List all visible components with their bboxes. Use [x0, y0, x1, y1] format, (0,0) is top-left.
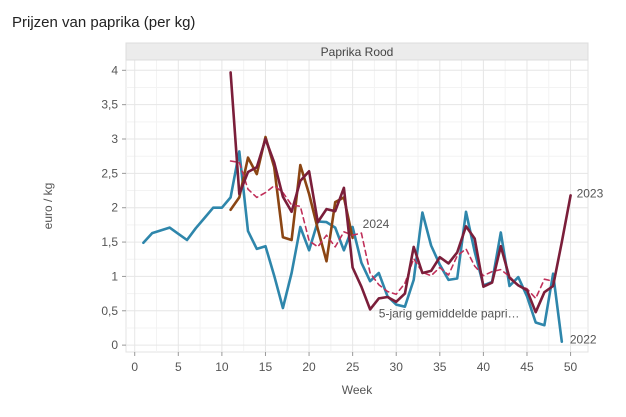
- y-tick-label: 3,5: [101, 98, 118, 112]
- series-label: 2024: [363, 217, 390, 231]
- series-line-2024: [229, 135, 354, 263]
- x-tick-label: 5: [175, 360, 182, 374]
- y-tick-label: 4: [111, 63, 118, 77]
- y-tick-label: 1,5: [101, 235, 118, 249]
- y-tick-label: 3: [111, 132, 118, 146]
- y-tick-label: 2: [111, 201, 118, 215]
- chart-title: Prijzen van paprika (per kg): [12, 14, 195, 31]
- panel-title: Paprika Rood: [321, 45, 394, 59]
- x-tick-label: 40: [477, 360, 491, 374]
- panel-strip: [125, 42, 589, 61]
- y-tick-label: 0: [111, 338, 118, 352]
- y-axis: 0 0,5 1 1,5 2 2,5 3 3,5 4: [101, 63, 126, 352]
- series-label: 2023: [577, 186, 604, 200]
- x-axis-label: Week: [342, 383, 373, 397]
- x-tick-label: 20: [302, 360, 316, 374]
- series-label: 5-jarig gemiddelde papri…: [379, 307, 520, 321]
- x-tick-label: 35: [433, 360, 447, 374]
- x-tick-label: 15: [259, 360, 273, 374]
- series-line-2023: [229, 71, 572, 314]
- x-tick-label: 25: [346, 360, 360, 374]
- x-tick-label: 10: [215, 360, 229, 374]
- series-labels: 2022 2023 2024 5-jarig gemiddelde papri…: [363, 186, 604, 346]
- series-layer: [142, 71, 572, 344]
- x-axis: 0 5 10 15 20 25 30 35 40 45 50: [131, 352, 578, 374]
- x-tick-label: 0: [131, 360, 138, 374]
- y-tick-label: 2,5: [101, 166, 118, 180]
- gridlines: [125, 59, 589, 353]
- x-tick-label: 50: [564, 360, 578, 374]
- y-axis-label: euro / kg: [41, 183, 55, 230]
- x-tick-label: 30: [390, 360, 404, 374]
- y-tick-label: 1: [111, 269, 118, 283]
- series-line-5-jarig-gemiddelde-papri: [229, 160, 554, 300]
- x-tick-label: 45: [520, 360, 534, 374]
- series-label: 2022: [570, 333, 597, 347]
- plot-frame: [125, 59, 589, 353]
- y-tick-label: 0,5: [101, 304, 118, 318]
